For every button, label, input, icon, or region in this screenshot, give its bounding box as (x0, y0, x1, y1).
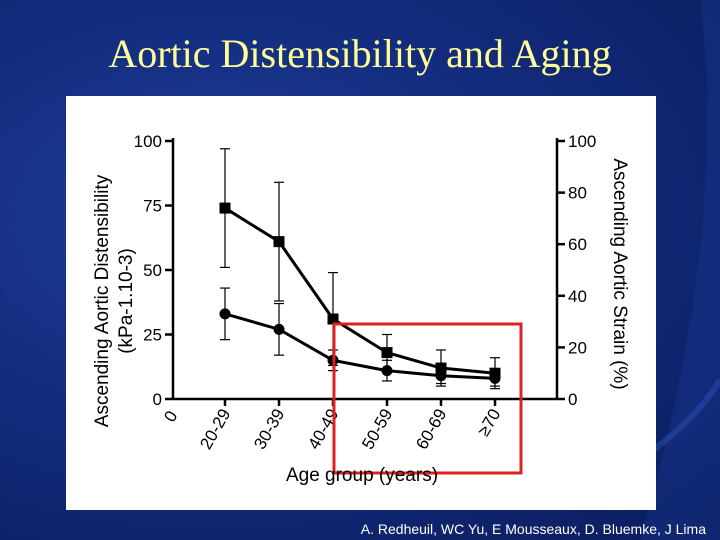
data-point-circle (219, 308, 231, 320)
data-point-square (219, 202, 231, 214)
x-tick-label: ≥70 (474, 406, 505, 440)
series-line-square (224, 206, 496, 375)
distensibility-chart: 0 25 50 75 100 0 20 40 60 80 100 0 20-29 30-39 40-49 50… (92, 132, 630, 486)
x-tick-label: 20-29 (196, 406, 234, 453)
data-point-circle (381, 365, 393, 377)
y-right-tick-label: 100 (568, 132, 596, 151)
y-right-tick-label: 60 (568, 235, 587, 254)
y-right-tick-label: 20 (568, 338, 587, 357)
data-point-square (273, 236, 285, 248)
y-axis-left-units: (kPa-1.10-3) (116, 248, 137, 354)
x-origin-label: 0 (160, 408, 181, 426)
y-left-tick-label: 100 (134, 132, 162, 151)
chart-panel: 0 25 50 75 100 0 20 40 60 80 100 0 20-29 30-39 40-49 50… (66, 96, 656, 510)
chart-axes: 0 25 50 75 100 0 20 40 60 80 100 0 20-29 30-39 40-49 50… (134, 132, 597, 453)
x-tick-label: 40-49 (304, 406, 342, 453)
credits-line: A. Redheuil, WC Yu, E Mousseaux, D. Blue… (360, 521, 706, 537)
x-tick-label: 50-59 (358, 406, 396, 453)
chart-marks (219, 148, 523, 475)
slide-title: Aortic Distensibility and Aging (108, 31, 612, 76)
data-point-circle (489, 372, 501, 384)
x-tick-label: 60-69 (412, 406, 450, 453)
y-axis-right-label: Ascending Aortic Strain (%) (609, 158, 630, 389)
y-left-tick-label: 75 (143, 197, 162, 216)
y-right-tick-label: 80 (568, 184, 587, 203)
data-point-circle (435, 370, 447, 382)
data-point-circle (273, 323, 285, 335)
data-point-square (381, 347, 393, 359)
x-axis-label: Age group (years) (286, 465, 438, 486)
y-right-tick-label: 40 (568, 287, 587, 306)
y-right-tick-label: 0 (568, 390, 577, 409)
y-left-tick-label: 50 (143, 261, 162, 280)
series-line-circle (224, 312, 496, 380)
highlight-box (332, 322, 523, 475)
x-tick-label: 30-39 (250, 406, 288, 453)
data-point-square (327, 313, 339, 325)
y-left-tick-label: 0 (153, 390, 162, 409)
y-left-tick-label: 25 (143, 326, 162, 345)
y-axis-left-label: Ascending Aortic Distensibility (92, 174, 113, 427)
